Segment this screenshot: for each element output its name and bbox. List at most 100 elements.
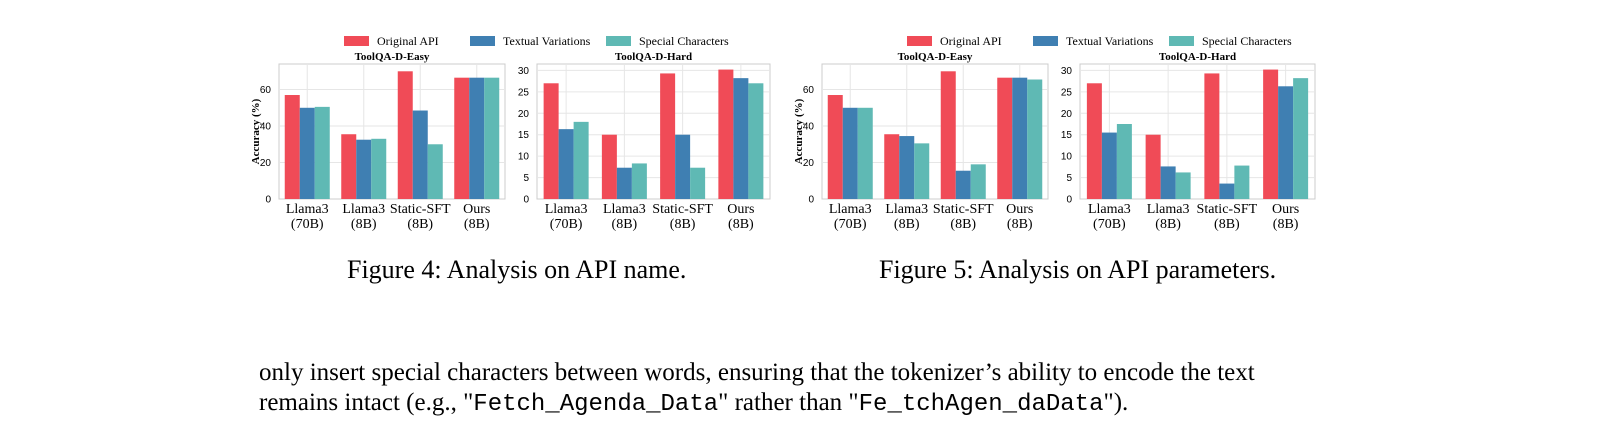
paragraph-line-1: only insert special characters between w…: [259, 359, 1255, 386]
y-tick-label: 5: [1066, 173, 1072, 184]
y-tick-label: 0: [808, 195, 814, 206]
chart-fig5-easy: ToolQA-D-Easy0204060Llama3(70B)Llama3(8B…: [793, 51, 1049, 232]
bar: [543, 83, 559, 199]
legend-swatch: [470, 36, 495, 46]
bar: [484, 77, 500, 199]
bar: [1204, 73, 1220, 199]
bar: [970, 164, 986, 199]
x-tick-label: (8B): [1214, 217, 1240, 232]
chart-title: ToolQA-D-Easy: [898, 51, 973, 63]
x-tick-label: Ours: [727, 202, 754, 217]
y-tick-label: 25: [1061, 87, 1073, 98]
chart-title: ToolQA-D-Easy: [355, 51, 430, 63]
bar: [690, 167, 706, 199]
y-tick-label: 5: [523, 173, 529, 184]
bar: [371, 138, 387, 199]
legend-label: Textual Variations: [1066, 34, 1154, 48]
bar: [469, 77, 485, 199]
bar: [397, 71, 413, 199]
x-tick-label: Static-SFT: [933, 202, 994, 217]
bar: [1278, 86, 1294, 199]
y-tick-label: 30: [518, 66, 530, 77]
x-tick-label: (8B): [1007, 217, 1033, 232]
bar: [1012, 77, 1028, 199]
legend-figure-4: Original API Textual Variations Special Ch…: [344, 34, 729, 48]
bar: [733, 78, 749, 199]
y-tick-label: 20: [518, 109, 530, 120]
chart-fig4-easy: ToolQA-D-Easy0204060Llama3(70B)Llama3(8B…: [250, 51, 506, 232]
x-tick-label: (70B): [550, 217, 583, 232]
legend-figure-5: Original API Textual Variations Special Ch…: [907, 34, 1292, 48]
x-tick-label: Ours: [463, 202, 490, 217]
bar: [1219, 183, 1235, 199]
bar: [356, 139, 372, 199]
bar: [573, 121, 589, 199]
y-tick-label: 0: [265, 195, 271, 206]
y-tick-label: 40: [803, 122, 815, 133]
x-tick-label: (70B): [834, 217, 867, 232]
bar: [601, 134, 617, 199]
chart-title: ToolQA-D-Hard: [1159, 51, 1236, 63]
y-axis-label: Accuracy (%): [793, 98, 805, 164]
bar: [616, 167, 632, 199]
bar: [427, 144, 443, 199]
bar: [284, 95, 300, 199]
y-tick-label: 60: [803, 85, 815, 96]
legend-swatch: [1169, 36, 1194, 46]
bar: [1116, 124, 1132, 199]
x-tick-label: Llama3: [885, 202, 928, 217]
x-tick-label: Ours: [1272, 202, 1299, 217]
y-tick-label: 60: [260, 85, 272, 96]
x-tick-label: (8B): [670, 217, 696, 232]
bar: [914, 143, 930, 199]
bar: [899, 136, 915, 199]
code-example-good: Fetch_Agenda_Data: [473, 391, 719, 418]
x-tick-label: (8B): [407, 217, 433, 232]
x-tick-label: Static-SFT: [652, 202, 713, 217]
y-tick-label: 15: [518, 130, 530, 141]
y-tick-label: 30: [1061, 66, 1073, 77]
x-tick-label: Ours: [1006, 202, 1033, 217]
x-tick-label: Llama3: [1147, 202, 1190, 217]
bar: [1086, 83, 1102, 199]
bar: [1101, 132, 1117, 199]
bar: [842, 107, 858, 199]
figures-svg: Original API Textual Variations Special Ch…: [250, 34, 1316, 232]
x-tick-label: (70B): [1093, 217, 1126, 232]
x-tick-label: (8B): [351, 217, 377, 232]
bar: [940, 71, 956, 199]
x-tick-label: (8B): [612, 217, 638, 232]
legend-label: Original API: [940, 34, 1002, 48]
figure-5-caption: Figure 5: Analysis on API parameters.: [879, 255, 1277, 284]
bar: [884, 134, 900, 199]
bar: [857, 107, 873, 199]
bar: [827, 95, 843, 199]
bar: [1234, 165, 1250, 199]
x-tick-label: Llama3: [342, 202, 385, 217]
bar: [660, 73, 676, 199]
bar: [558, 129, 574, 199]
x-tick-label: Llama3: [603, 202, 646, 217]
y-tick-label: 25: [518, 87, 530, 98]
bar: [1293, 78, 1309, 199]
x-tick-label: (8B): [464, 217, 490, 232]
bar: [412, 110, 428, 199]
x-tick-label: Static-SFT: [390, 202, 451, 217]
y-tick-label: 10: [1061, 152, 1073, 163]
x-tick-label: Llama3: [545, 202, 588, 217]
chart-title: ToolQA-D-Hard: [615, 51, 692, 63]
bar: [631, 163, 647, 199]
legend-swatch: [907, 36, 932, 46]
legend-label: Special Characters: [639, 34, 729, 48]
y-tick-label: 20: [803, 158, 815, 169]
y-tick-label: 15: [1061, 130, 1073, 141]
x-tick-label: (8B): [1273, 217, 1299, 232]
legend-label: Special Characters: [1202, 34, 1292, 48]
y-tick-label: 20: [1061, 109, 1073, 120]
x-tick-label: Static-SFT: [1197, 202, 1258, 217]
bar: [1160, 166, 1176, 199]
legend-label: Original API: [377, 34, 439, 48]
bar: [748, 83, 764, 199]
y-tick-label: 0: [1066, 195, 1072, 206]
x-tick-label: (8B): [1155, 217, 1181, 232]
